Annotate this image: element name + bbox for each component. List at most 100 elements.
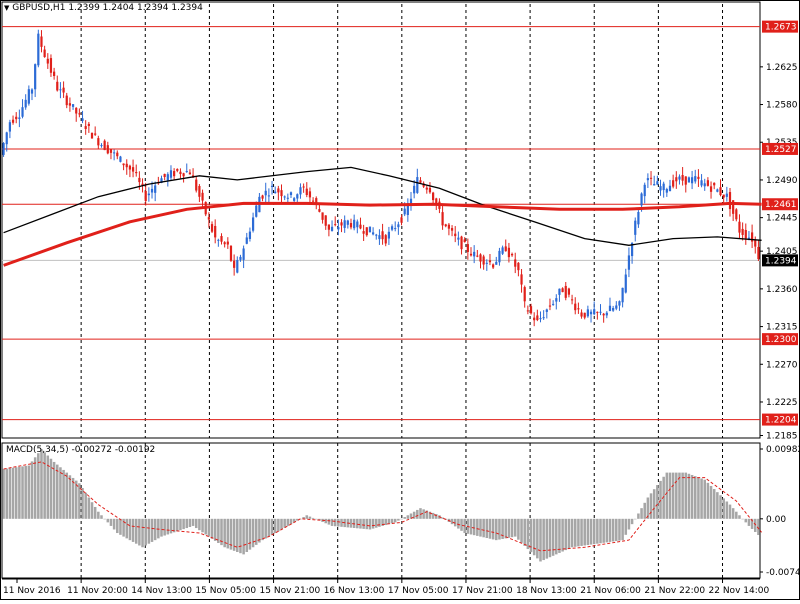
candle-bear <box>681 175 684 181</box>
candle-bear <box>43 49 46 58</box>
candle-bull <box>18 117 21 119</box>
macd-hist-bar <box>74 480 78 519</box>
macd-hist-bar <box>8 468 12 519</box>
macd-hist-bar <box>393 518 397 523</box>
candle-bull <box>267 195 270 197</box>
candle-bear <box>469 253 473 256</box>
symbol-dropdown-icon[interactable]: ▼ <box>4 4 10 12</box>
candle-bull <box>687 177 691 183</box>
macd-hist-bar <box>378 518 381 527</box>
candle-bear <box>441 212 444 226</box>
macd-hist-bar <box>368 518 372 530</box>
macd-hist-bar <box>469 518 473 535</box>
macd-hist-bar <box>286 518 290 526</box>
macd-hist-bar <box>681 472 684 519</box>
candle-bear <box>419 180 422 183</box>
macd-hist-bar <box>381 518 384 526</box>
x-tick-label: 16 Nov 13:00 <box>324 586 385 596</box>
x-tick-label: 15 Nov 21:00 <box>260 586 321 596</box>
candle-bull <box>498 250 501 263</box>
candle-bear <box>463 239 466 243</box>
candle-bear <box>561 288 564 293</box>
candle-bull <box>169 170 173 178</box>
candle-bear <box>173 171 176 177</box>
candle-bear <box>359 224 362 229</box>
candle-bear <box>697 176 700 179</box>
candle-bear <box>87 123 90 126</box>
candle-bear <box>432 192 435 201</box>
macd-hist-bar <box>400 518 403 520</box>
candle-bull <box>154 185 157 193</box>
macd-hist-bar <box>182 518 185 530</box>
candle-bear <box>210 224 214 232</box>
macd-hist-bar <box>564 518 568 551</box>
macd-hist-bar <box>356 518 359 529</box>
macd-hist-bar <box>709 485 713 519</box>
macd-hist-bar <box>422 509 425 519</box>
macd-hist-bar <box>659 480 662 519</box>
macd-hist-bar <box>700 478 703 519</box>
macd-hist-bar <box>116 518 119 534</box>
macd-hist-bar <box>141 518 144 548</box>
level-price-label: 1.2300 <box>765 335 797 345</box>
macd-hist-bar <box>624 518 628 535</box>
macd-hist-bar <box>21 466 24 519</box>
candle-bull <box>371 232 375 235</box>
candle-bull <box>640 193 643 206</box>
candle-bull <box>552 303 555 305</box>
macd-hist-bar <box>662 476 665 519</box>
candle-bull <box>694 176 697 182</box>
candle-bull <box>368 226 372 233</box>
macd-hist-bar <box>460 518 463 531</box>
candle-bull <box>71 104 75 107</box>
macd-hist-bar <box>273 518 277 534</box>
candle-bull <box>646 178 649 181</box>
candle-bear <box>488 260 492 263</box>
candle-bear <box>728 192 732 210</box>
macd-hist-bar <box>750 518 754 529</box>
macd-hist-bar <box>194 518 198 529</box>
candle-bull <box>30 89 34 94</box>
candle-bull <box>270 185 274 187</box>
candle-bear <box>466 244 469 252</box>
candle-bull <box>593 309 596 315</box>
macd-hist-bar <box>103 518 106 520</box>
macd-hist-bar <box>62 469 65 519</box>
macd-hist-bar <box>138 518 141 546</box>
macd-hist-bar <box>646 497 650 519</box>
candle-bear <box>321 212 324 220</box>
candle-bull <box>245 237 248 244</box>
candle-bull <box>274 191 277 194</box>
macd-hist-bar <box>637 513 640 519</box>
candle-bull <box>236 260 239 273</box>
level-price-label: 1.2461 <box>765 200 797 210</box>
candle-bear <box>179 171 182 175</box>
candle-bull <box>624 274 627 293</box>
candle-bull <box>589 311 593 315</box>
x-tick-label: 22 Nov 14:00 <box>709 586 770 596</box>
candle-bear <box>68 103 72 106</box>
candle-bull <box>403 208 406 215</box>
candle-bull <box>283 196 286 198</box>
macd-hist-bar <box>220 518 223 546</box>
candle-bear <box>574 303 577 311</box>
x-tick-label: 17 Nov 21:00 <box>452 586 513 596</box>
macd-hist-bar <box>665 472 669 519</box>
candle-bear <box>425 187 428 190</box>
macd-hist-bar <box>119 518 122 535</box>
candle-bull <box>147 193 150 196</box>
candle-bull <box>539 318 542 320</box>
macd-hist-bar <box>68 475 72 519</box>
candle-bear <box>214 225 217 238</box>
candle-bear <box>510 253 514 256</box>
macd-hist-bar <box>289 518 293 525</box>
candle-bull <box>248 231 252 239</box>
macd-hist-bar <box>548 518 552 558</box>
candle-bull <box>251 217 255 231</box>
level-price-box <box>762 142 798 155</box>
macd-hist-bar <box>722 498 725 519</box>
candle-bear <box>308 191 312 198</box>
candle-bull <box>656 181 659 185</box>
macd-hist-bar <box>615 518 618 542</box>
